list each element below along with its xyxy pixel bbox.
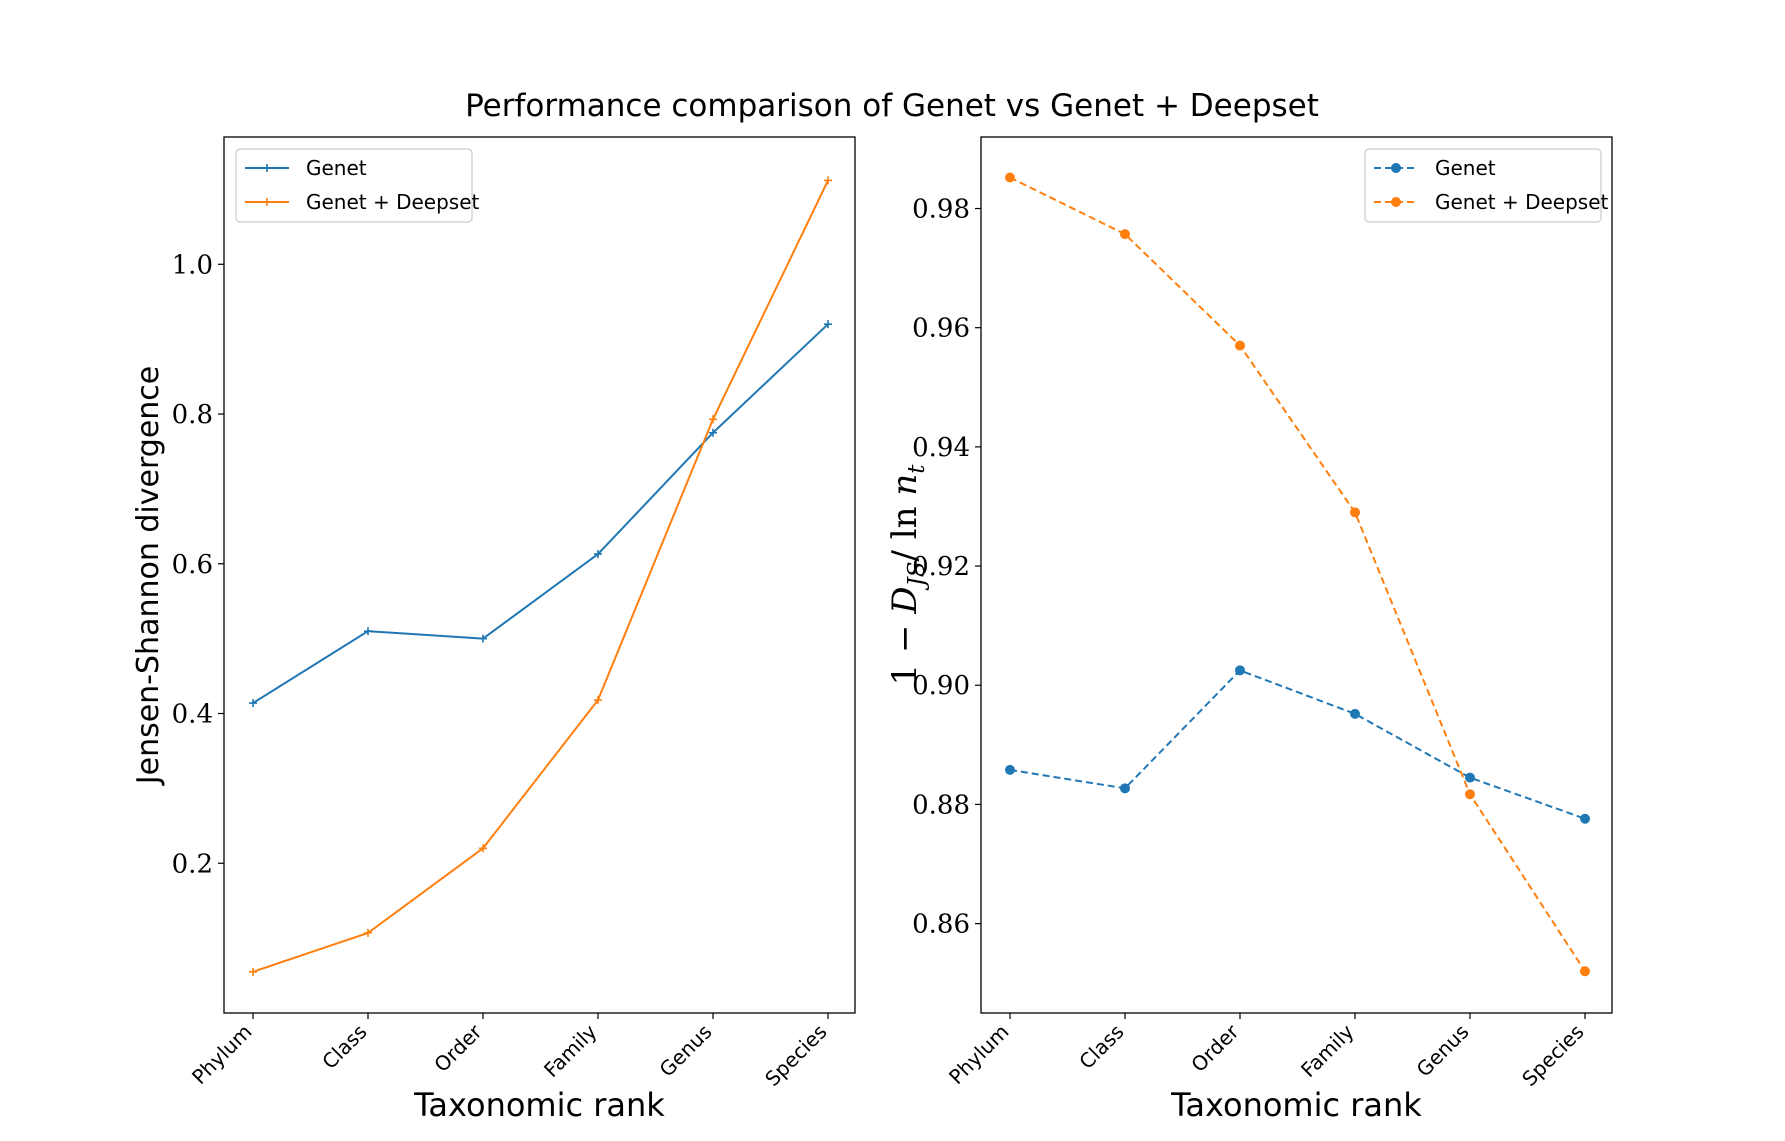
y-tick-label: 0.96 bbox=[912, 314, 970, 344]
series-genet-deepset bbox=[249, 176, 832, 976]
x-tick-label: Order bbox=[1186, 1019, 1244, 1077]
series-genet bbox=[249, 320, 832, 708]
series-genet-deepset bbox=[1005, 172, 1590, 977]
x-axis-label: Taxonomic rank bbox=[1170, 1086, 1422, 1124]
data-point bbox=[249, 967, 257, 976]
y-axis-label: 1 − DJS/ ln nt bbox=[885, 464, 930, 686]
plot-area-frame bbox=[980, 136, 1613, 1014]
legend-label: Genet + Deepset bbox=[306, 190, 480, 214]
data-point bbox=[479, 634, 487, 643]
data-point bbox=[709, 415, 717, 424]
x-tick-label: Family bbox=[539, 1019, 602, 1082]
panels: 0.2 0.4 0.6 0.8 1.0 Phylum Class Order Family Gen… bbox=[131, 136, 1613, 1124]
data-point bbox=[594, 550, 602, 559]
legend-box bbox=[1364, 148, 1602, 223]
x-tick-label: Class bbox=[1074, 1020, 1128, 1074]
y-tick-label: 0.98 bbox=[912, 195, 970, 225]
x-axis-label: Taxonomic rank bbox=[413, 1086, 665, 1124]
series-line bbox=[252, 179, 829, 973]
x-tick-label: Class bbox=[317, 1020, 371, 1074]
y-tick-label: 0.8 bbox=[172, 400, 213, 430]
y-tick-label: 0.4 bbox=[172, 700, 213, 730]
y-tick-label: 0.90 bbox=[912, 671, 970, 701]
data-point bbox=[824, 320, 832, 329]
y-tick-label: 0.86 bbox=[912, 910, 970, 940]
data-point bbox=[1235, 340, 1245, 351]
y-tick-label: 0.94 bbox=[912, 433, 970, 463]
x-tick-label: Order bbox=[429, 1019, 487, 1077]
series-line bbox=[1009, 176, 1586, 972]
data-point bbox=[1580, 813, 1590, 824]
y-tick-label: 1.0 bbox=[172, 250, 213, 280]
data-point bbox=[1350, 708, 1360, 719]
data-point bbox=[1580, 966, 1590, 977]
data-point bbox=[824, 176, 832, 185]
y-tick-label: 0.88 bbox=[912, 790, 970, 820]
data-point bbox=[1005, 172, 1015, 183]
data-point bbox=[1350, 507, 1360, 518]
data-point bbox=[479, 844, 487, 853]
data-point bbox=[1235, 665, 1245, 676]
series-line bbox=[252, 323, 829, 704]
legend-marker bbox=[263, 164, 271, 172]
y-tick-label: 0.6 bbox=[172, 550, 213, 580]
data-point bbox=[1465, 789, 1475, 800]
legend: Genet Genet + Deepset bbox=[235, 148, 480, 223]
legend-marker bbox=[263, 198, 271, 206]
legend-label: Genet bbox=[1435, 156, 1496, 180]
data-point bbox=[249, 699, 257, 708]
legend: Genet Genet + Deepset bbox=[1364, 148, 1609, 223]
y-tick-label: 0.2 bbox=[172, 849, 213, 879]
legend-label: Genet bbox=[306, 156, 367, 180]
data-point bbox=[1120, 783, 1130, 794]
data-point bbox=[364, 928, 372, 937]
chart-panel-1: 0.2 0.4 0.6 0.8 1.0 Phylum Class Order Family Gen… bbox=[131, 136, 856, 1124]
x-tick-label: Genus bbox=[1412, 1020, 1474, 1082]
data-point bbox=[1120, 229, 1130, 240]
series-line bbox=[1009, 669, 1586, 820]
legend-marker bbox=[1391, 197, 1401, 207]
y-tick-label: 0.92 bbox=[912, 552, 970, 582]
data-point bbox=[709, 428, 717, 437]
figure-title: Performance comparison of Genet vs Genet… bbox=[465, 88, 1319, 124]
chart-panel-2: 0.86 0.88 0.90 0.92 0.94 0.96 0.98 Phylum Class O… bbox=[885, 136, 1613, 1124]
data-point bbox=[1005, 764, 1015, 775]
x-tick-label: Phylum bbox=[187, 1020, 257, 1090]
x-tick-label: Genus bbox=[655, 1020, 717, 1082]
x-tick-label: Family bbox=[1296, 1019, 1359, 1082]
plot-area-frame bbox=[223, 136, 856, 1014]
x-tick-label: Species bbox=[760, 1020, 831, 1091]
legend-label: Genet + Deepset bbox=[1435, 190, 1609, 214]
data-point bbox=[364, 627, 372, 636]
series-genet bbox=[1005, 665, 1590, 824]
data-point bbox=[1465, 772, 1475, 783]
legend-marker bbox=[1391, 163, 1401, 173]
y-axis-label: Jensen-Shannon divergence bbox=[131, 366, 166, 786]
x-tick-label: Phylum bbox=[944, 1020, 1014, 1090]
x-tick-label: Species bbox=[1517, 1020, 1588, 1091]
legend-box bbox=[235, 148, 473, 223]
data-point bbox=[594, 696, 602, 705]
